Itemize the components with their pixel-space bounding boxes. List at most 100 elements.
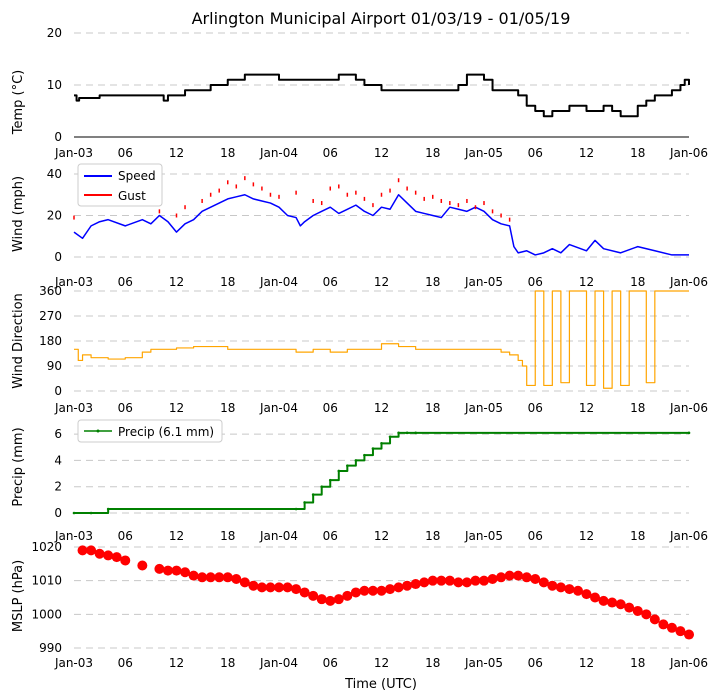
wind-legend: Speed Gust <box>77 163 163 207</box>
wind-xtick-label: 18 <box>425 275 440 289</box>
temp-xtick-label: 18 <box>630 146 645 160</box>
mslp-point <box>427 575 438 586</box>
temp-ytick-label: 10 <box>47 78 62 92</box>
precip-ytick-label: 2 <box>54 480 62 494</box>
mslp-point <box>325 595 336 606</box>
direction-xtick-label: Jan-03 <box>54 401 93 415</box>
wind-panel: Wind (mph) 0 20 40 Jan-03 06 12 18 Jan-04 06 12 18… <box>11 167 708 289</box>
mslp-point <box>385 584 396 595</box>
temp-xtick-label: Jan-05 <box>464 146 503 160</box>
direction-xtick-label: 12 <box>374 401 389 415</box>
mslp-xtick-label: 12 <box>579 656 594 670</box>
mslp-point <box>470 575 481 586</box>
mslp-point <box>188 570 199 581</box>
wind-xtick-label: Jan-04 <box>259 275 298 289</box>
mslp-point <box>675 626 686 637</box>
mslp-point <box>572 585 583 596</box>
mslp-point <box>359 585 370 596</box>
mslp-point <box>248 580 259 591</box>
mslp-point <box>308 590 319 601</box>
wind-xtick-label: 12 <box>169 275 184 289</box>
mslp-point <box>214 572 225 583</box>
direction-xtick-label: 12 <box>169 401 184 415</box>
mslp-point <box>239 577 250 588</box>
chart-title: Arlington Municipal Airport 01/03/19 - 0… <box>192 9 571 28</box>
precip-point <box>294 507 298 511</box>
precip-ytick-label: 6 <box>54 427 62 441</box>
wind-xtick-label: 06 <box>323 275 338 289</box>
temp-xtick-label: 18 <box>425 146 440 160</box>
direction-xtick-label: 06 <box>118 401 133 415</box>
mslp-point <box>410 579 421 590</box>
mslp-point <box>180 567 191 578</box>
wind-xtick-label: 12 <box>374 275 389 289</box>
precip-point <box>328 478 332 482</box>
temp-ytick-label: 0 <box>54 130 62 144</box>
mslp-xtick-label: 18 <box>630 656 645 670</box>
temp-xtick-label: 06 <box>118 146 133 160</box>
precip-xtick-label: Jan-04 <box>259 529 298 543</box>
legend-precip-marker <box>96 429 100 433</box>
mslp-point <box>581 589 592 600</box>
precip-point <box>687 431 691 435</box>
temp-xtick-label: Jan-04 <box>259 146 298 160</box>
mslp-point <box>197 572 208 583</box>
precip-ytick-label: 0 <box>54 506 62 520</box>
mslp-point <box>632 605 643 616</box>
mslp-point <box>316 594 327 605</box>
direction-xtick-label: Jan-05 <box>464 401 503 415</box>
precip-ytick-label: 4 <box>54 453 62 467</box>
mslp-point <box>333 594 344 605</box>
precip-point <box>397 431 400 435</box>
mslp-ytick-label: 1010 <box>31 574 62 588</box>
mslp-point <box>547 580 558 591</box>
precip-panel: Precip (mm) 0 2 4 6 Jan-03 06 12 18 Jan-04 06 12 18… <box>11 427 708 543</box>
mslp-point <box>265 582 276 593</box>
mslp-xtick-label: 12 <box>374 656 389 670</box>
precip-point <box>354 459 358 462</box>
mslp-point <box>436 575 447 586</box>
wind-xtick-label: Jan-05 <box>464 275 503 289</box>
mslp-point <box>77 545 88 556</box>
mslp-ytick-label: 1000 <box>31 607 62 621</box>
temp-ytick-label: 20 <box>47 26 62 40</box>
wind-xtick-label: 18 <box>630 275 645 289</box>
mslp-point <box>291 584 302 595</box>
mslp-panel: MSLP (hPa) 990 1000 1010 1020 Jan-03 06 12 18 Ja… <box>11 540 708 670</box>
direction-xtick-label: 06 <box>323 401 338 415</box>
mslp-xtick-label: 18 <box>425 656 440 670</box>
mslp-xtick-label: 18 <box>220 656 235 670</box>
mslp-point <box>479 575 489 586</box>
temp-ylabel: Temp (°C) <box>11 70 26 136</box>
precip-point <box>303 501 306 504</box>
temp-xtick-label: 18 <box>220 146 235 160</box>
mslp-point <box>111 552 122 563</box>
mslp-point <box>402 580 413 591</box>
mslp-point <box>137 560 148 571</box>
precip-xtick-label: 06 <box>528 529 543 543</box>
wind-ytick-label: 20 <box>47 209 62 223</box>
precip-point <box>414 431 417 435</box>
precip-point <box>337 469 341 473</box>
mslp-point <box>487 573 498 584</box>
mslp-point <box>496 572 507 583</box>
mslp-point <box>299 587 310 598</box>
wind-xtick-label: Jan-06 <box>669 275 708 289</box>
temp-xtick-label: Jan-03 <box>54 146 93 160</box>
mslp-xtick-label: 06 <box>323 656 338 670</box>
direction-series-line <box>74 290 689 389</box>
precip-xtick-label: 06 <box>118 529 133 543</box>
mslp-point <box>658 619 669 630</box>
direction-ytick-label: 270 <box>39 309 62 323</box>
precip-legend: Precip (6.1 mm) <box>77 419 223 443</box>
mslp-point <box>393 582 404 593</box>
precip-point <box>72 511 76 515</box>
mslp-point <box>222 572 233 583</box>
legend-gust-label: Gust <box>118 189 146 203</box>
precip-point <box>371 447 375 450</box>
mslp-point <box>649 614 660 625</box>
mslp-point <box>154 563 165 574</box>
precip-xtick-label: Jan-05 <box>464 529 503 543</box>
mslp-point <box>590 592 601 603</box>
mslp-point <box>684 629 694 640</box>
